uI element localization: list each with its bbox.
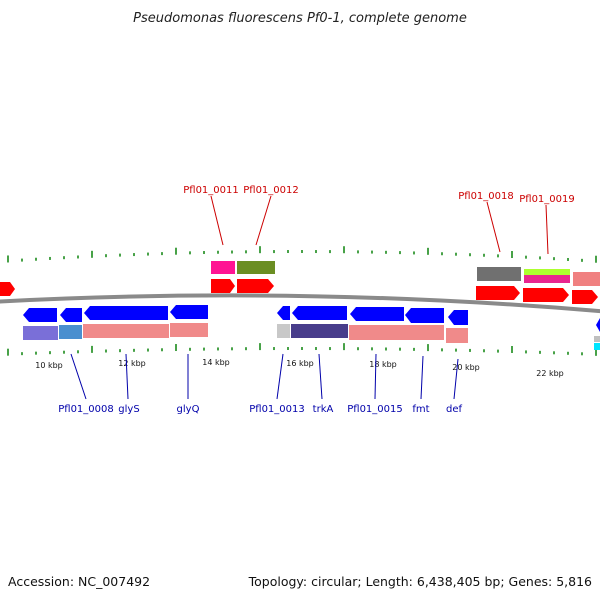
leader-line <box>210 195 224 246</box>
cds-arrow-reverse[interactable] <box>405 308 444 323</box>
cds-arrow-reverse[interactable] <box>84 306 168 320</box>
feature-box[interactable] <box>524 269 570 275</box>
leader-line <box>420 355 424 400</box>
gene-label-trka[interactable]: trkA <box>313 404 334 415</box>
gene-label-pfl01-0008[interactable]: Pfl01_0008 <box>58 404 114 415</box>
reverse-gene-labels: Pfl01_0008 glyS glyQ Pfl01_0013 trkA Pfl… <box>58 353 463 415</box>
leader-line <box>276 353 284 400</box>
ruler-label-16kbp: 16 kbp <box>286 359 314 368</box>
cds-arrow-reverse[interactable] <box>292 306 347 320</box>
cds-arrow-forward[interactable] <box>476 286 520 300</box>
tick-row-bottom <box>7 343 597 356</box>
gene-label-glyq[interactable]: glyQ <box>177 404 200 415</box>
gene-label-pfl01-0019[interactable]: Pfl01_0019 <box>519 194 575 205</box>
feature-box[interactable] <box>291 324 348 338</box>
cds-arrow-forward[interactable] <box>237 279 274 293</box>
reverse-cds-track <box>23 305 600 332</box>
forward-cds-track <box>0 279 598 304</box>
cds-arrow-reverse[interactable] <box>170 305 208 319</box>
feature-box[interactable] <box>594 336 600 342</box>
feature-box[interactable] <box>83 324 169 338</box>
cds-arrow-reverse[interactable] <box>23 308 57 322</box>
feature-box[interactable] <box>594 343 600 350</box>
feature-box[interactable] <box>59 325 82 339</box>
feature-box[interactable] <box>211 261 235 274</box>
feature-box[interactable] <box>446 328 468 343</box>
leader-line <box>70 353 87 400</box>
cds-arrow-forward[interactable] <box>572 290 598 304</box>
leader-line <box>453 358 459 400</box>
forward-feature-track <box>211 261 600 286</box>
cds-arrow-reverse[interactable] <box>277 306 290 320</box>
accession-text: Accession: NC_007492 <box>8 574 150 589</box>
gene-label-fmt[interactable]: fmt <box>412 404 429 415</box>
ruler-label-22kbp: 22 kbp <box>536 369 564 378</box>
ruler-label-14kbp: 14 kbp <box>202 358 230 367</box>
cds-arrow-reverse[interactable] <box>448 310 468 325</box>
cds-arrow-reverse[interactable] <box>60 308 82 322</box>
genome-summary-text: Topology: circular; Length: 6,438,405 bp… <box>248 574 592 589</box>
leader-line <box>486 201 501 253</box>
leader-line <box>545 204 549 255</box>
genome-backbone <box>0 293 600 314</box>
leader-line <box>318 353 323 400</box>
tick-row-top <box>7 246 597 263</box>
leader-line <box>125 353 129 400</box>
feature-box[interactable] <box>237 261 275 274</box>
gene-label-pfl01-0012[interactable]: Pfl01_0012 <box>243 185 299 196</box>
ruler-label-18kbp: 18 kbp <box>369 360 397 369</box>
gene-label-pfl01-0015[interactable]: Pfl01_0015 <box>347 404 403 415</box>
genome-title: Pseudomonas fluorescens Pf0-1, complete … <box>133 11 467 26</box>
cds-arrow-reverse[interactable] <box>596 318 600 332</box>
ruler-label-20kbp: 20 kbp <box>452 363 480 372</box>
feature-box[interactable] <box>477 267 521 281</box>
gene-label-def[interactable]: def <box>446 404 463 415</box>
feature-box[interactable] <box>23 326 58 340</box>
feature-box[interactable] <box>277 324 290 338</box>
ruler-label-10kbp: 10 kbp <box>35 361 63 370</box>
cds-arrow-forward[interactable] <box>523 288 569 302</box>
forward-gene-labels: Pfl01_0011 Pfl01_0012 Pfl01_0018 Pfl01_0… <box>183 185 575 255</box>
gene-label-pfl01-0011[interactable]: Pfl01_0011 <box>183 185 239 196</box>
leader-line <box>255 195 272 246</box>
gene-label-glys[interactable]: glyS <box>118 404 139 415</box>
feature-box[interactable] <box>573 272 600 286</box>
feature-box[interactable] <box>349 325 444 340</box>
gene-label-pfl01-0018[interactable]: Pfl01_0018 <box>458 191 514 202</box>
gene-label-pfl01-0013[interactable]: Pfl01_0013 <box>249 404 305 415</box>
ruler-labels: 10 kbp 12 kbp 14 kbp 16 kbp 18 kbp 20 kb… <box>35 358 564 378</box>
cds-arrow-forward[interactable] <box>0 282 15 296</box>
cds-arrow-forward[interactable] <box>211 279 235 293</box>
leader-line <box>374 353 377 400</box>
cds-arrow-reverse[interactable] <box>350 307 404 321</box>
reverse-feature-track <box>23 323 600 350</box>
feature-box[interactable] <box>524 275 570 283</box>
feature-box[interactable] <box>170 323 208 337</box>
ruler-label-12kbp: 12 kbp <box>118 359 146 368</box>
